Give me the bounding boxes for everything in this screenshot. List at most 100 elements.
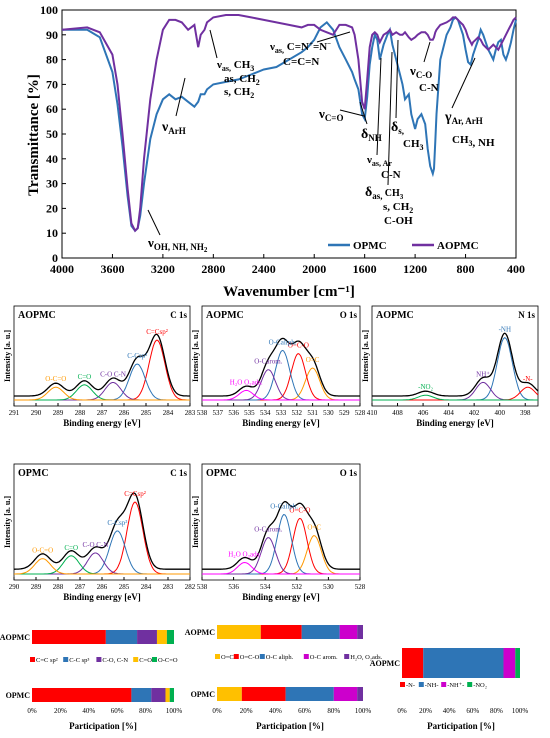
- xps-opmc-c1s-x-tick-label: 282: [185, 583, 196, 591]
- bars-n1s-legend-swatch: [418, 682, 424, 687]
- xps-opmc-o1s-peak-label: O-Carom.: [254, 526, 282, 534]
- annot-das-ch3: δas, CH3: [365, 185, 404, 201]
- xps-opmc-o1s-envelope: [202, 500, 360, 570]
- xps-opmc-o1s-peak-label: H₂O O₂ads.: [228, 550, 261, 558]
- xps-aopmc-o1s-x-tick-label: 538: [197, 409, 208, 417]
- arrow-gamma: [451, 57, 476, 109]
- xps-aopmc-c1s-component-peak: [14, 386, 190, 401]
- xps-opmc-c1s-x-tick-label: 289: [31, 583, 42, 591]
- annot-vco2-cn: C-N: [419, 82, 439, 94]
- xps-opmc-c1s-x-tick-label: 283: [163, 583, 174, 591]
- bars-o1s-bar-segment: [339, 625, 358, 639]
- xps-opmc-o1s-x-tick-label: 530: [323, 583, 334, 591]
- bars-o1s-x-tick-label: 60%: [298, 707, 311, 715]
- xps-aopmc-n1s-x-tick-label: 402: [469, 409, 480, 417]
- bars-o1s-x-tick-label: 40%: [269, 707, 282, 715]
- xps-aopmc-o1s-x-tick-label: 534: [260, 409, 271, 417]
- bars-c1s-x-axis-label: Participation [%]: [69, 721, 137, 731]
- legend-label-opmc: OPMC: [353, 240, 387, 252]
- bars-o1s-bar-segment: [357, 687, 363, 701]
- bars-n1s-legend-swatch: [441, 682, 447, 687]
- xps-aopmc-o1s-x-tick-label: 533: [276, 409, 287, 417]
- bars-o1s-x-tick-label: 80%: [327, 707, 340, 715]
- xps-opmc-o1s-x-tick-label: 538: [197, 583, 208, 591]
- xps-opmc-o1s-panel: OPMC O 1s Binding energy [eV] Intensity [a.…: [191, 463, 366, 602]
- annot-vas-ch3: νas, CH3: [216, 59, 254, 73]
- annot-vco2: νC-O: [409, 63, 432, 80]
- xps-opmc-o1s-x-tick-label: 534: [260, 583, 271, 591]
- ftir-x-tick-label: 3200: [151, 262, 175, 276]
- bars-c1s-bar-segment: [137, 630, 157, 644]
- ftir-x-tick-label: 4000: [50, 262, 74, 276]
- xps-aopmc-o1s-component-peak: [202, 389, 360, 401]
- ftir-y-tick-label: 100: [40, 3, 58, 17]
- ftir-x-tick-label: 2800: [201, 262, 225, 276]
- xps-aopmc-n1s-peak-label: -N-: [523, 375, 533, 383]
- xps-aopmc-o1s-x-tick-label: 531: [307, 409, 318, 417]
- xps-aopmc-c1s-peak-label: C=O: [78, 373, 92, 381]
- bars-n1s-legend-swatch: [400, 682, 405, 687]
- bars-o1s-legend-swatch: [303, 654, 309, 659]
- xps-opmc-o1s-peak-label: O=C: [307, 524, 321, 532]
- annot-vco: νC=O: [318, 106, 343, 123]
- xps-aopmc-n1s-component-peak: [372, 386, 539, 401]
- xps-panels: AOPMC C 1s Binding energy [eV] Intensity [a…: [3, 305, 539, 602]
- bars-c1s-legend-label: C-C sp³: [69, 657, 89, 664]
- xps-opmc-c1s-x-axis-label: Binding energy [eV]: [63, 592, 141, 602]
- bars-c1s-bar-segment: [32, 630, 106, 644]
- xps-opmc-o1s-x-axis-label: Binding energy [eV]: [242, 592, 320, 602]
- xps-aopmc-o1s-x-tick-label: 532: [292, 409, 303, 417]
- xps-aopmc-c1s-peak-label: C-Csp³: [127, 352, 147, 360]
- xps-aopmc-o1s-x-tick-label: 536: [228, 409, 239, 417]
- xps-opmc-o1s-component-peak: [202, 561, 360, 575]
- bars-o1s-legend-label: O=C: [221, 654, 234, 661]
- xps-aopmc-n1s-peak-label: -NH: [499, 326, 511, 334]
- ftir-y-tick-label: 90: [46, 28, 58, 42]
- xps-opmc-c1s-x-tick-label: 284: [141, 583, 152, 591]
- xps-opmc-c1s-peak-label: C=Csp²: [124, 490, 146, 498]
- bars-o1s-legend-swatch: [215, 654, 220, 659]
- ftir-annotation-arrows: [147, 29, 476, 236]
- xps-aopmc-c1s-x-tick-label: 287: [97, 409, 108, 417]
- bars-c1s-bar-segment: [32, 688, 132, 702]
- bars-c1s-legend-label: O-C=O: [158, 657, 178, 664]
- annot-ds-ch3: CH3: [403, 138, 424, 152]
- bars-c1s-category-label: OPMC: [6, 691, 31, 700]
- xps-aopmc-n1s-x-axis-label: Binding energy [eV]: [416, 418, 494, 428]
- xps-opmc-c1s-x-tick-label: 286: [97, 583, 108, 591]
- xps-aopmc-n1s-x-tick-label: 406: [418, 409, 429, 417]
- xps-aopmc-c1s-envelope: [14, 333, 190, 397]
- ftir-y-tick-label: 50: [46, 127, 58, 141]
- ftir-x-tick-label: 1600: [353, 262, 377, 276]
- xps-aopmc-c1s-peak-label: O-C=O: [45, 375, 66, 383]
- annot-dnh: δNH: [361, 127, 382, 143]
- bars-o1s-legend-label: O-C arom.: [310, 654, 338, 661]
- annot-ds: δs,: [391, 120, 404, 136]
- bars-o1s-category-label: OPMC: [191, 690, 216, 699]
- arrow-ds: [395, 39, 399, 119]
- xps-aopmc-c1s-x-tick-label: 288: [75, 409, 86, 417]
- arrow-ch: [209, 29, 218, 59]
- ftir-annotations: νas, CH3 as, CH2 s, CH2 νArH νOH, NH, NH…: [147, 40, 495, 254]
- bars-c1s-bar-segment: [131, 688, 152, 702]
- annot-as-ch2: as, CH2: [224, 73, 260, 87]
- xps-opmc-c1s-frame: [13, 463, 191, 581]
- xps-aopmc-o1s-core-level-tag: O 1s: [340, 310, 358, 320]
- xps-opmc-c1s-x-tick-label: 288: [53, 583, 64, 591]
- bars-o1s-bar-segment: [301, 625, 340, 639]
- xps-aopmc-n1s-title: AOPMC: [376, 310, 414, 321]
- xps-aopmc-n1s-core-level-tag: N 1s: [518, 310, 535, 320]
- bars-o1s-bar-segment: [241, 687, 286, 701]
- bars-c1s-x-tick-label: 0%: [27, 707, 37, 715]
- xps-aopmc-o1s-x-tick-label: 529: [339, 409, 350, 417]
- xps-opmc-c1s-peak-label: C-Csp³: [107, 519, 127, 527]
- xps-aopmc-o1s-peak-label: O-Caliph.: [269, 338, 297, 346]
- ftir-y-tick-label: 80: [46, 53, 58, 67]
- bars-o1s-legend-swatch: [259, 654, 265, 659]
- bar-panels: AOPMC OPMC C=C sp² C-C sp³ C-O, C-N C=O O-C=O 0…: [0, 625, 528, 731]
- xps-aopmc-o1s-x-axis-label: Binding energy [eV]: [242, 418, 320, 428]
- annot-cn: C-N: [381, 169, 401, 181]
- ftir-chart: 0 10 20 30 40 50 60 70 80 90 100 4000 3600 3200 2800 2…: [26, 3, 525, 300]
- annot-coh: C-OH: [384, 215, 413, 227]
- xps-aopmc-o1s-frame: [201, 305, 361, 407]
